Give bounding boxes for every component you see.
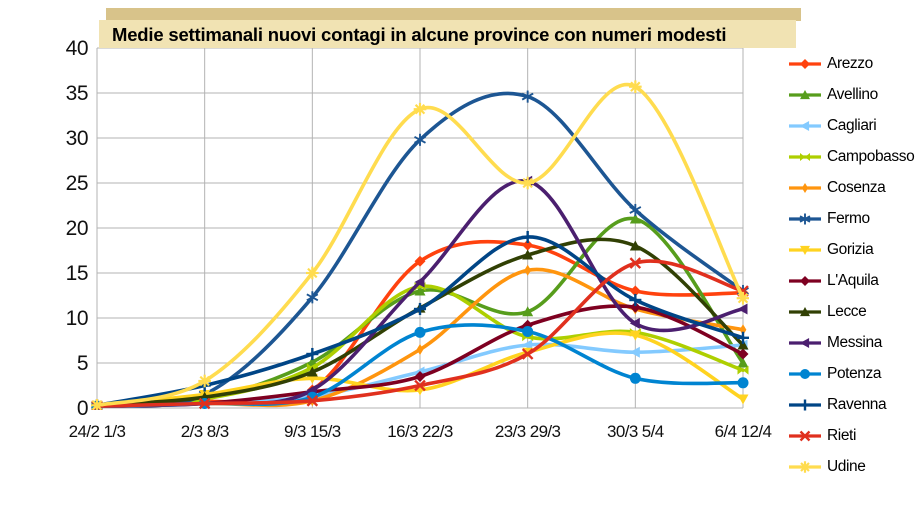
legend-key-icon [789,368,821,379]
legend-item-avellino: Avellino [788,79,920,110]
legend-key-icon [789,337,821,348]
y-tick-label-30: 30 [66,127,88,150]
legend-item-udine: Udine [788,451,920,482]
legend-label: Cagliari [827,116,877,134]
legend-item-campobasso: Campobasso [788,141,920,172]
legend-key-icon [789,275,821,286]
y-tick-label-20: 20 [66,217,88,240]
legend-key-icon [789,306,821,316]
y-tick-label-35: 35 [66,82,88,105]
y-tick-label-0: 0 [77,397,88,420]
x-tick-label-3: 16/3 22/3 [387,422,453,441]
legend-item-ravenna: Ravenna [788,389,920,420]
y-tick-label-15: 15 [66,262,88,285]
legend-label: Potenza [827,364,882,382]
legend-key-icon [789,152,821,161]
y-tick-label-40: 40 [66,37,88,60]
legend-label: Campobasso [827,147,915,165]
legend-label: Fermo [827,209,870,227]
x-tick-label-4: 23/3 29/3 [495,422,561,441]
legend-key-icon [789,182,821,193]
chart-legend: Arezzo Avellino Cagliari Campobasso Cosenza F… [788,48,920,482]
legend-item-arezzo: Arezzo [788,48,920,79]
x-tick-label-1: 2/3 8/3 [181,422,229,441]
legend-key-icon [789,430,821,441]
legend-label: Gorizia [827,240,874,258]
series-udine [91,80,749,410]
x-tick-label-5: 30/3 5/4 [607,422,664,441]
legend-label: Messina [827,333,882,351]
legend-key-icon [789,89,821,99]
y-tick-label-25: 25 [66,172,88,195]
legend-item-lecce: Lecce [788,296,920,327]
legend-item-messina: Messina [788,327,920,358]
title-box-shadow [106,8,801,21]
x-tick-label-0: 24/2 1/3 [69,422,126,441]
legend-label: Lecce [827,302,867,320]
legend-item-rieti: Rieti [788,420,920,451]
legend-item-fermo: Fermo [788,203,920,234]
legend-item-potenza: Potenza [788,358,920,389]
legend-label: Avellino [827,85,878,103]
legend-label: Udine [827,457,866,475]
legend-label: Ravenna [827,395,887,413]
legend-item-cagliari: Cagliari [788,110,920,141]
legend-item-laquila: L'Aquila [788,265,920,296]
legend-key-icon [789,58,821,69]
axis-labels: 0 5 10 15 20 25 30 35 40 24/2 1/3 2/3 8/3 9/3 15/3 1… [66,37,772,441]
series-lines [91,80,749,410]
legend-key-icon [789,245,821,255]
legend-label: Arezzo [827,54,873,72]
legend-key-icon [789,460,821,473]
legend-key-icon [789,213,821,224]
legend-item-cosenza: Cosenza [788,172,920,203]
legend-label: Cosenza [827,178,886,196]
title-box [99,20,796,48]
title-box-text: Medie settimanali nuovi contagi in alcun… [112,24,726,45]
legend-item-gorizia: Gorizia [788,234,920,265]
x-tick-label-6: 6/4 12/4 [715,422,772,441]
legend-key-icon [789,120,821,131]
y-tick-label-5: 5 [77,352,88,375]
legend-key-icon [789,399,821,410]
y-tick-label-10: 10 [66,307,88,330]
legend-label: Rieti [827,426,857,444]
legend-label: L'Aquila [827,271,879,289]
x-tick-label-2: 9/3 15/3 [284,422,341,441]
